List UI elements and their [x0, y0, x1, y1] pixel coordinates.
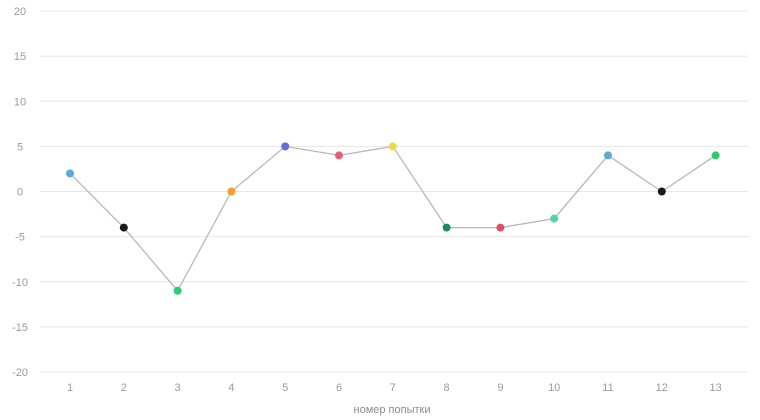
data-point[interactable]: [388, 142, 397, 151]
data-point[interactable]: [711, 151, 720, 160]
y-tick-label: 5: [17, 141, 23, 153]
y-tick-label: -15: [12, 322, 28, 334]
y-tick-label: -20: [12, 367, 28, 379]
data-point[interactable]: [281, 142, 290, 151]
data-points: [66, 142, 720, 295]
x-tick-label: 9: [497, 382, 503, 394]
x-tick-labels: 1 2 3 4 5 6 7 8 9 10 11 12 13: [67, 382, 722, 394]
data-point[interactable]: [442, 223, 451, 232]
y-tick-label: -5: [15, 232, 25, 244]
x-tick-label: 11: [602, 382, 613, 394]
data-point[interactable]: [550, 214, 559, 223]
data-point[interactable]: [66, 169, 74, 178]
x-tick-label: 2: [121, 382, 127, 394]
grid-layer: [40, 10, 748, 373]
x-tick-label: 3: [175, 382, 181, 394]
y-tick-label: 10: [14, 96, 26, 108]
x-tick-label: 6: [336, 382, 342, 394]
x-tick-label: 4: [228, 382, 234, 394]
x-tick-label: 10: [548, 382, 560, 394]
y-tick-label: 15: [14, 51, 26, 63]
y-tick-labels: 20 15 10 5 0 -5 -10 -15 -20: [12, 6, 28, 379]
data-point[interactable]: [657, 187, 666, 196]
x-axis-title: номер попытки: [354, 404, 431, 416]
data-point[interactable]: [335, 151, 343, 160]
y-tick-label: 20: [14, 6, 26, 18]
x-tick-label: 12: [656, 382, 668, 394]
x-tick-label: 8: [444, 382, 450, 394]
series-line: [69, 145, 716, 292]
x-tick-label: 13: [709, 382, 721, 394]
data-point[interactable]: [173, 286, 182, 295]
x-tick-label: 5: [282, 382, 288, 394]
data-point[interactable]: [227, 187, 236, 196]
data-point[interactable]: [119, 223, 128, 232]
data-point[interactable]: [496, 223, 505, 232]
x-tick-label: 1: [67, 382, 73, 394]
x-tick-label: 7: [390, 382, 396, 394]
y-tick-label: 0: [17, 187, 23, 199]
data-point[interactable]: [604, 151, 612, 160]
y-tick-label: -10: [12, 277, 28, 289]
